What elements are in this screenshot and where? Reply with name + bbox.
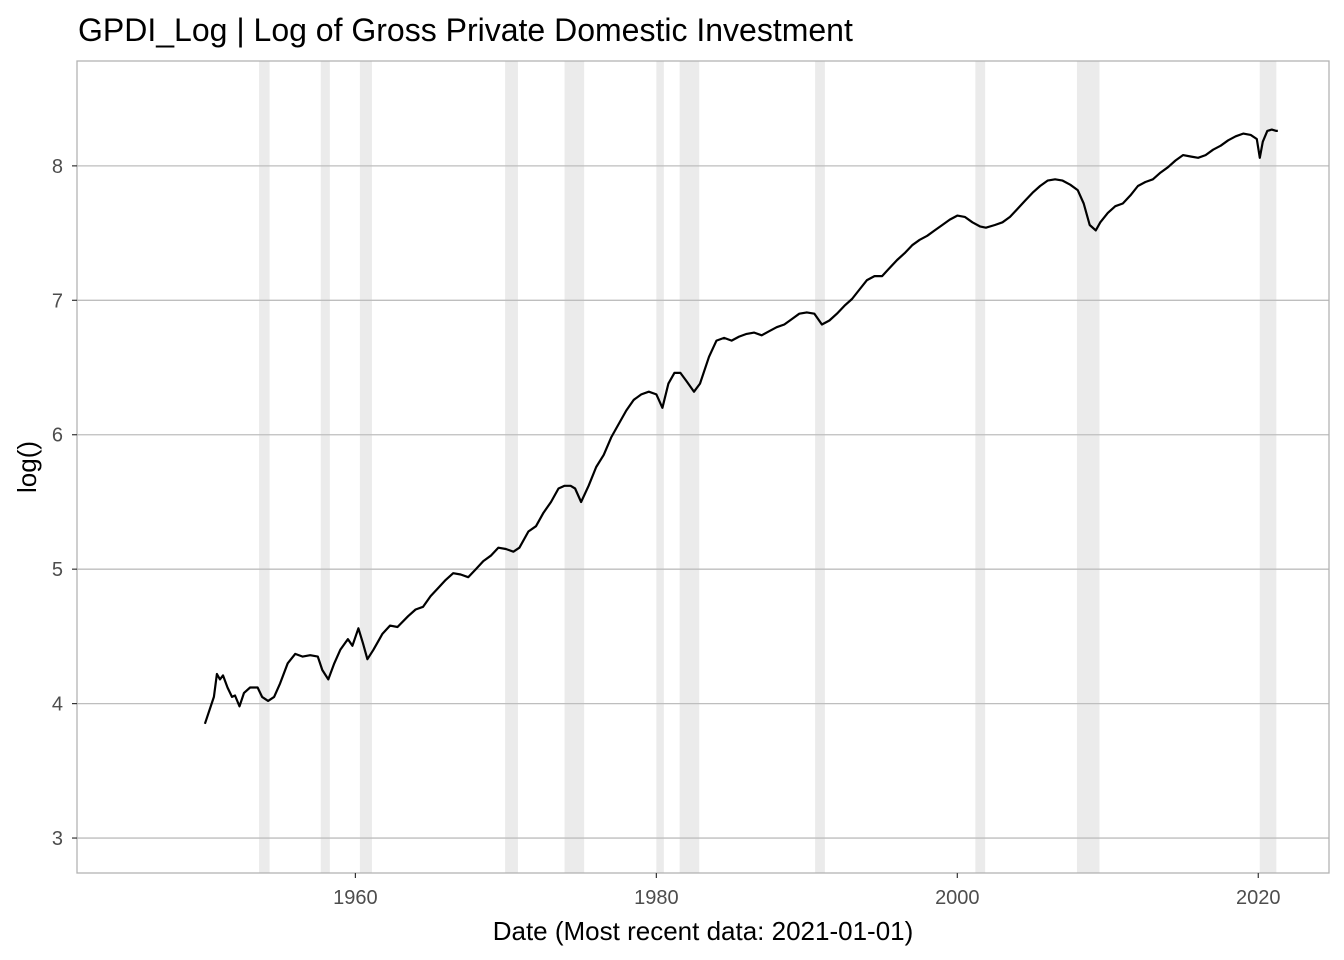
y-tick-label: 3	[52, 828, 63, 850]
x-tick-label: 1980	[634, 887, 679, 909]
series-line	[203, 128, 1278, 725]
recession-band	[815, 61, 825, 873]
y-tick-label: 4	[52, 694, 63, 716]
recession-band	[320, 61, 330, 873]
x-tick-label: 2020	[1236, 887, 1281, 909]
recession-band	[656, 61, 664, 873]
recession-band	[259, 61, 270, 873]
y-tick-label: 6	[52, 425, 63, 447]
series-group	[203, 128, 1278, 725]
recession-band	[359, 61, 372, 873]
recession-band	[679, 61, 700, 873]
chart-title: GPDI_Log | Log of Gross Private Domestic…	[78, 12, 853, 48]
recession-band	[1259, 61, 1277, 873]
recession-band	[505, 61, 518, 873]
y-tick-label: 7	[52, 290, 63, 312]
recession-band	[564, 61, 585, 873]
recession-bands	[259, 61, 1277, 873]
x-axis-title: Date (Most recent data: 2021-01-01)	[493, 916, 914, 946]
x-tick-label: 1960	[333, 887, 378, 909]
y-tick-label: 8	[52, 156, 63, 178]
x-tick-label: 2000	[935, 887, 980, 909]
plot-border	[76, 60, 1330, 874]
y-axis-title: log()	[12, 441, 42, 493]
recession-band	[975, 61, 986, 873]
grid-lines	[77, 165, 1329, 839]
axis-ticks: 3 4 5 6 7 8 1960 1980 2000 2020	[52, 156, 1281, 909]
y-tick-label: 5	[52, 559, 63, 581]
recession-band	[1076, 61, 1100, 873]
